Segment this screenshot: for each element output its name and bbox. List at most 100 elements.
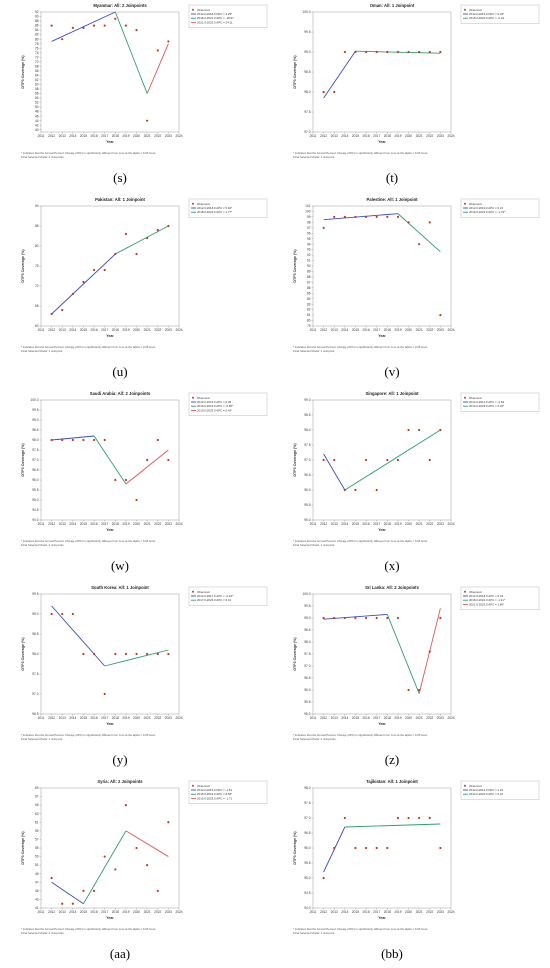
panel-letter: (v) <box>384 364 399 379</box>
x-tick-label: 2014 <box>341 134 348 138</box>
observed-point <box>167 40 170 43</box>
observed-point <box>322 876 325 880</box>
observed-point <box>322 90 325 94</box>
y-tick-label: 87 <box>307 280 311 284</box>
legend-box <box>188 780 268 804</box>
observed-point <box>61 38 64 41</box>
y-tick-label: 100.0 <box>303 10 311 14</box>
legend-observed-marker <box>192 202 194 205</box>
y-tick-label: 80 <box>35 37 39 41</box>
y-axis-label: DTP3 Coverage (%) <box>293 637 297 671</box>
y-tick-label: 97.0 <box>304 130 310 134</box>
observed-point <box>167 224 170 228</box>
legend-observed-marker <box>192 396 194 399</box>
observed-point <box>333 90 336 94</box>
x-tick-label: 2023 <box>165 910 172 914</box>
observed-point <box>386 846 389 850</box>
y-tick-label: 93 <box>307 248 311 252</box>
x-tick-label: 2013 <box>331 522 338 526</box>
legend-entry: 2012.0-2015.0 APC = -1.51 <box>197 788 233 792</box>
legend-observed-label: Observed <box>469 396 482 400</box>
x-tick-label: 2015 <box>80 328 87 332</box>
x-tick-label: 2014 <box>69 134 76 138</box>
y-tick-label: 97.5 <box>304 443 310 447</box>
legend-entry: 2012.0-2014.0 APC = 1.22 <box>469 788 504 792</box>
legend-observed-marker <box>464 8 466 11</box>
y-tick-label: 96.5 <box>304 473 310 477</box>
observed-point <box>124 804 128 807</box>
observed-point <box>71 26 74 29</box>
x-tick-label: 2018 <box>384 134 391 138</box>
y-tick-label: 52 <box>35 101 39 105</box>
y-axis-label: DTP3 Coverage (%) <box>293 249 297 283</box>
legend-entry: 2012.0-2018.0 APC = 4.29* <box>197 12 233 16</box>
observed-point <box>103 24 106 27</box>
observed-point <box>428 50 431 54</box>
observed-point <box>418 688 421 692</box>
observed-point <box>439 616 442 620</box>
observed-point <box>82 889 85 892</box>
observed-point <box>396 215 400 219</box>
y-tick-label: 95.5 <box>304 861 310 865</box>
x-tick-label: 2023 <box>437 328 444 332</box>
observed-point <box>354 846 357 850</box>
chart-panel-u: Pakistan: All: 1 Joinpoint 60 65 70 75 80 85 90… <box>21 197 268 379</box>
trend-segment-1 <box>323 50 356 99</box>
x-tick-label: 2023 <box>165 134 172 138</box>
legend-box <box>460 586 540 610</box>
x-tick-label: 2013 <box>59 522 66 526</box>
x-tick-label: 2012 <box>48 134 55 138</box>
y-tick-label: 48 <box>35 110 39 114</box>
y-tick-label: 99.0 <box>32 418 38 422</box>
y-tick-label: 95.5 <box>304 503 310 507</box>
footnote-model: Final Selected Model: 1 Joinpoint. <box>21 349 63 353</box>
x-tick-label: 2019 <box>394 134 401 138</box>
x-tick-label: 2022 <box>426 910 433 914</box>
y-tick-label: 96.5 <box>304 831 310 835</box>
y-tick-label: 69 <box>35 786 39 790</box>
x-tick-label: 2023 <box>165 522 172 526</box>
observed-point <box>82 280 85 284</box>
y-tick-label: 98.5 <box>304 70 310 74</box>
legend-observed-label: Observed <box>197 784 210 788</box>
y-tick-label: 98.0 <box>304 640 310 644</box>
y-tick-label: 98.0 <box>304 786 310 790</box>
y-tick-label: 82 <box>307 308 311 312</box>
observed-point <box>343 488 346 492</box>
x-tick-label: 2011 <box>310 134 317 138</box>
observed-point <box>135 652 138 656</box>
x-tick-label: 2017 <box>373 716 380 720</box>
observed-point <box>61 438 64 442</box>
trend-segment-3 <box>125 449 169 485</box>
y-tick-label: 92 <box>35 10 39 14</box>
trend-segment-1 <box>323 453 346 491</box>
observed-point <box>354 488 357 492</box>
chart-panel-s: Myanmar: All: 2 Joinpoints 40424446485052… <box>21 3 268 185</box>
observed-point <box>386 215 389 219</box>
x-tick-label: 2018 <box>112 716 119 720</box>
panel-letter: (s) <box>113 170 127 185</box>
x-tick-label: 2011 <box>38 328 45 332</box>
y-tick-label: 64 <box>35 73 39 77</box>
footnote-model: Final Selected Model: 2 Joinpoints. <box>21 543 65 547</box>
x-tick-label: 2019 <box>394 522 401 526</box>
x-tick-label: 2014 <box>341 910 348 914</box>
x-tick-label: 2021 <box>416 910 423 914</box>
legend-entry: 2016.0-2019.0 APC = -0.65* <box>197 404 234 408</box>
footnote-model: Final Selected Model: 1 Joinpoint. <box>293 349 335 353</box>
observed-point <box>82 652 85 656</box>
x-tick-label: 2024 <box>175 716 182 720</box>
y-tick-label: 98.5 <box>304 413 310 417</box>
legend-entry: 2018.0-2021.0 APC = -18.97 <box>197 16 234 20</box>
y-tick-label: 97.0 <box>32 692 38 696</box>
y-tick-label: 85 <box>35 224 39 228</box>
x-tick-label: 2022 <box>426 716 433 720</box>
observed-point <box>61 902 64 905</box>
x-tick-label: 2013 <box>331 910 338 914</box>
x-tick-label: 2012 <box>48 716 55 720</box>
x-tick-label: 2020 <box>405 522 412 526</box>
y-tick-label: 99.5 <box>304 30 310 34</box>
x-tick-label: 2016 <box>363 716 370 720</box>
y-tick-label: 96.0 <box>32 478 38 482</box>
